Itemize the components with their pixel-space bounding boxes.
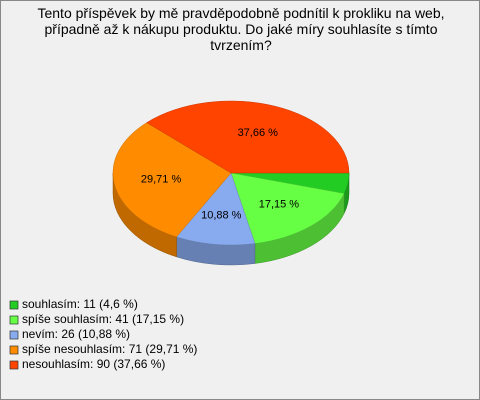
pie-slice <box>176 172 256 246</box>
pie-slice <box>230 172 345 244</box>
legend-label: spíše nesouhlasím: 71 (29,71 %) <box>22 342 197 356</box>
pie-slice <box>112 122 232 238</box>
legend-label: nesouhlasím: 90 (37,66 %) <box>22 357 165 371</box>
legend-label: spíše souhlasím: 41 (17,15 %) <box>22 312 184 326</box>
data-label: 29,71 % <box>141 174 182 186</box>
legend-label: souhlasím: 11 (4,6 %) <box>22 297 138 311</box>
legend-swatch <box>9 330 19 340</box>
pie-slice <box>146 100 350 174</box>
legend-swatch <box>9 300 19 310</box>
legend-label: nevím: 26 (10,88 %) <box>22 327 130 341</box>
legend-swatch <box>9 315 19 325</box>
legend-swatch <box>9 360 19 370</box>
data-label: 37,66 % <box>238 127 279 139</box>
data-label: 17,15 % <box>259 199 300 211</box>
data-label: 10,88 % <box>201 210 242 222</box>
legend-swatch <box>9 345 19 355</box>
chart-title: Tento příspěvek by mě pravděpodobně podn… <box>37 5 445 53</box>
